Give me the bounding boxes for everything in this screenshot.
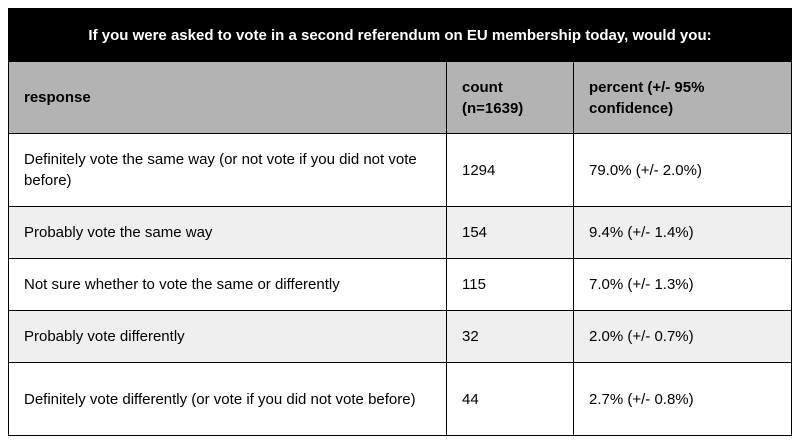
table-row: Definitely vote the same way (or not vot… — [8, 133, 793, 207]
table-row: Not sure whether to vote the same or dif… — [8, 258, 793, 311]
table-row: Probably vote the same way 154 9.4% (+/-… — [8, 206, 793, 259]
cell-percent: 79.0% (+/- 2.0%) — [572, 133, 793, 207]
table-title-row: If you were asked to vote in a second re… — [7, 8, 793, 62]
cell-count: 115 — [446, 258, 574, 311]
cell-count: 44 — [446, 362, 574, 436]
cell-response: Definitely vote differently (or vote if … — [8, 362, 447, 436]
cell-response: Probably vote the same way — [8, 206, 447, 259]
cell-percent: 7.0% (+/- 1.3%) — [572, 258, 793, 311]
cell-response: Definitely vote the same way (or not vot… — [8, 133, 447, 207]
table-title: If you were asked to vote in a second re… — [7, 8, 793, 62]
table-row: Definitely vote differently (or vote if … — [8, 362, 793, 436]
cell-response: Probably vote differently — [8, 310, 447, 363]
cell-count: 1294 — [446, 133, 574, 207]
cell-count: 32 — [446, 310, 574, 363]
column-header-count: count (n=1639) — [446, 61, 574, 134]
cell-percent: 2.0% (+/- 0.7%) — [572, 310, 793, 363]
cell-response: Not sure whether to vote the same or dif… — [8, 258, 447, 311]
column-header-percent: percent (+/- 95% confidence) — [572, 61, 793, 134]
survey-table-container: If you were asked to vote in a second re… — [7, 8, 793, 436]
table-row: Probably vote differently 32 2.0% (+/- 0… — [8, 310, 793, 363]
survey-results-table: If you were asked to vote in a second re… — [7, 8, 793, 436]
cell-count: 154 — [446, 206, 574, 259]
column-header-response: response — [8, 61, 447, 134]
cell-percent: 9.4% (+/- 1.4%) — [572, 206, 793, 259]
cell-percent: 2.7% (+/- 0.8%) — [572, 362, 793, 436]
table-header-row: response count (n=1639) percent (+/- 95%… — [8, 61, 793, 134]
